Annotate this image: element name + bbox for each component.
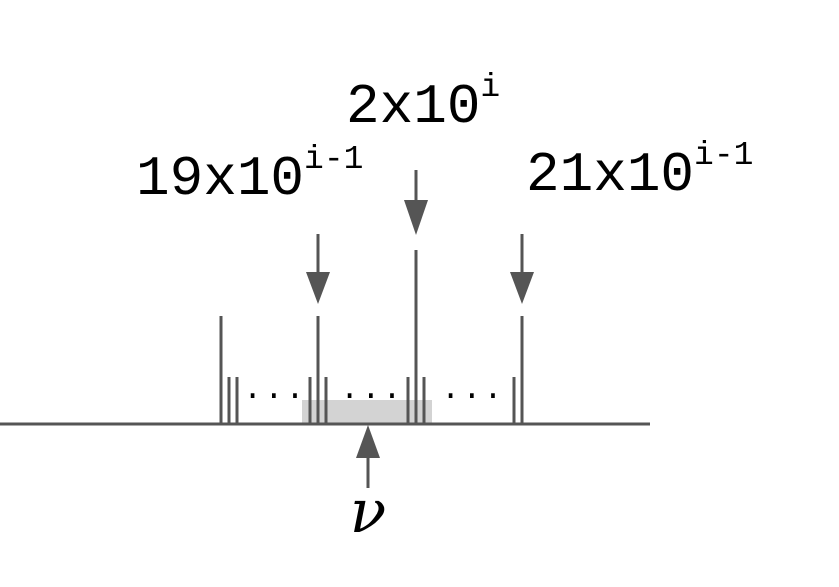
- arrow-left: [306, 234, 330, 304]
- label-right-exponent: i-1: [694, 137, 753, 174]
- shaded-interval: [302, 400, 432, 424]
- label-left-exponent: i-1: [304, 141, 363, 178]
- variable-nu: ν: [350, 477, 386, 547]
- ellipsis-first: ...: [243, 371, 307, 408]
- arrow-center: [404, 170, 428, 235]
- arrow-right: [510, 234, 534, 304]
- label-center-exponent: i: [480, 69, 500, 106]
- label-right-base: 21x10: [526, 143, 694, 207]
- label-right: 21x10i-1: [526, 137, 753, 207]
- label-center: 2x10i: [346, 69, 500, 139]
- ellipsis-third: ...: [441, 371, 505, 408]
- ellipsis-second: ...: [340, 371, 404, 408]
- label-left-base: 19x10: [136, 147, 304, 211]
- arrow-up: [356, 425, 380, 488]
- tick-marks: [219, 250, 524, 424]
- label-center-base: 2x10: [346, 75, 480, 139]
- label-left: 19x10i-1: [136, 141, 363, 211]
